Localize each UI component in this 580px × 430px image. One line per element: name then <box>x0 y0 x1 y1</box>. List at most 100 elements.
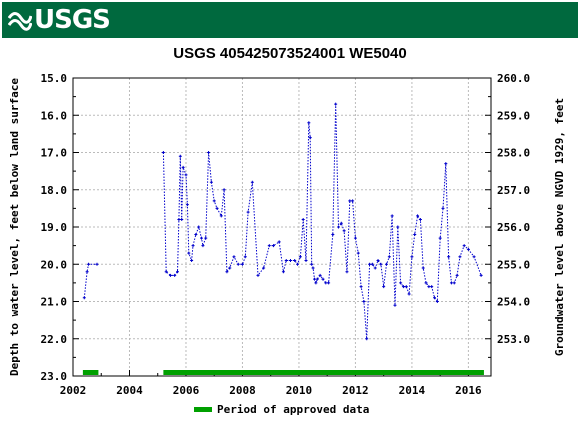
data-point <box>176 270 179 274</box>
data-point <box>449 281 453 285</box>
y-tick-label-left: 16.0 <box>41 109 68 122</box>
data-point <box>385 262 388 266</box>
data-point <box>444 162 448 166</box>
data-point <box>404 285 408 289</box>
data-point <box>368 262 372 266</box>
data-point <box>359 285 363 289</box>
data-point <box>310 262 314 266</box>
series-line <box>162 104 482 339</box>
data-point <box>204 236 208 240</box>
data-point <box>267 244 271 248</box>
data-point <box>348 199 352 203</box>
data-point <box>219 214 223 218</box>
data-point <box>365 337 369 341</box>
usgs-logo-text: USGS <box>34 5 111 35</box>
data-point <box>277 240 281 244</box>
data-point <box>168 273 172 277</box>
data-point <box>87 262 91 266</box>
data-point <box>181 165 185 169</box>
data-point <box>307 121 311 125</box>
data-point <box>243 255 247 259</box>
data-point <box>281 270 285 274</box>
data-point <box>472 255 476 259</box>
data-point <box>85 270 89 274</box>
y-tick-label-left: 19.0 <box>41 221 68 234</box>
data-point <box>373 266 377 270</box>
data-point <box>197 225 201 229</box>
data-point <box>479 273 483 277</box>
data-point <box>164 270 168 274</box>
data-point <box>240 262 244 266</box>
data-point <box>416 214 420 218</box>
data-point <box>272 244 276 248</box>
data-point <box>339 221 343 225</box>
approved-periods <box>82 370 484 375</box>
y-tick-label-left: 18.0 <box>41 184 68 197</box>
data-point <box>311 266 315 270</box>
data-point <box>201 244 205 248</box>
axis-ticks: 2002 2004 2006 2008 2010 2012 2014 2016 15.0 16.0… <box>41 72 531 397</box>
data-point <box>250 180 254 184</box>
x-tick-label: 2016 <box>455 384 482 397</box>
data-point <box>390 214 394 218</box>
data-point <box>466 247 470 251</box>
data-point <box>327 281 331 285</box>
data-point <box>190 259 194 263</box>
data-point <box>200 236 204 240</box>
data-point <box>315 277 319 281</box>
data-point <box>256 273 260 277</box>
y-tick-label-right: 255.0 <box>497 258 530 271</box>
data-point <box>228 266 232 270</box>
data-point <box>82 296 86 300</box>
data-point <box>353 236 357 240</box>
data-point <box>342 229 346 233</box>
y-tick-label-left: 15.0 <box>41 72 68 85</box>
data-point <box>345 270 349 274</box>
data-point <box>232 255 236 259</box>
data-point <box>180 218 184 222</box>
data-point <box>187 251 191 255</box>
data-point <box>427 285 431 289</box>
x-tick-label: 2002 <box>60 384 87 397</box>
data-point <box>304 259 308 263</box>
y-axis-label-left: Depth to water level, feet below land su… <box>8 78 21 376</box>
data-point <box>314 281 318 285</box>
data-point <box>418 218 422 222</box>
x-tick-label: 2014 <box>399 384 426 397</box>
data-point <box>334 102 338 106</box>
data-point <box>215 206 219 210</box>
data-point <box>312 277 316 281</box>
data-point <box>173 273 177 277</box>
y-tick-label-right: 254.0 <box>497 296 530 309</box>
y-tick-label-right: 258.0 <box>497 147 530 160</box>
data-point <box>161 151 165 154</box>
data-point <box>424 281 428 285</box>
data-point <box>293 259 297 263</box>
x-tick-label: 2012 <box>342 384 369 397</box>
data-point <box>407 292 411 296</box>
legend-label: Period of approved data <box>217 403 369 416</box>
y-tick-label-right: 260.0 <box>497 72 530 85</box>
x-tick-label: 2006 <box>173 384 200 397</box>
data-point <box>324 281 328 285</box>
data-point <box>191 244 195 248</box>
data-point <box>262 266 266 270</box>
data-point <box>396 225 400 229</box>
approved-period-bar <box>82 370 99 375</box>
data-point <box>95 262 99 266</box>
data-point <box>447 255 451 259</box>
y-tick-label-right: 259.0 <box>497 109 530 122</box>
data-point <box>401 285 405 289</box>
data-point <box>462 244 466 248</box>
data-point <box>430 285 434 289</box>
y-tick-label-left: 23.0 <box>41 370 68 383</box>
data-point <box>184 173 188 177</box>
x-tick-label: 2004 <box>116 384 143 397</box>
y-axis-label-right: Groundwater level above NGVD 1929, feet <box>553 98 566 356</box>
data-point <box>185 203 189 207</box>
data-point <box>246 210 250 214</box>
x-tick-label: 2010 <box>286 384 313 397</box>
data-point <box>356 251 360 255</box>
x-tick-label: 2008 <box>229 384 256 397</box>
